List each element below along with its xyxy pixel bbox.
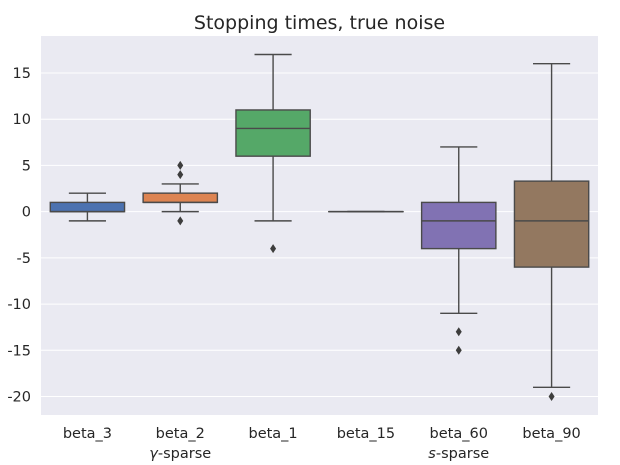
group-label-symbol: s xyxy=(428,446,436,462)
outlier-point xyxy=(455,327,462,337)
group-label: s-sparse xyxy=(428,446,489,462)
x-tick-label-beta_1: beta_1 xyxy=(248,426,297,442)
box-beta_1 xyxy=(235,53,311,254)
boxes xyxy=(49,53,590,402)
y-tick-label: 0 xyxy=(22,205,31,221)
chart-title: Stopping times, true noise xyxy=(194,12,445,34)
y-tick-label: -20 xyxy=(7,390,31,406)
y-tick-label: -10 xyxy=(7,297,31,313)
box-body xyxy=(420,201,497,250)
outlier-point xyxy=(270,244,277,254)
group-label-text: -sparse xyxy=(158,446,211,462)
y-tick-label: 5 xyxy=(22,158,31,174)
outlier-point xyxy=(177,216,184,226)
y-axis-ticks: 15 10 5 0 -5 -10 -15 -20 xyxy=(7,66,31,406)
x-tick-label-beta_2: beta_2 xyxy=(156,426,205,442)
plot-area xyxy=(41,36,598,415)
x-tick-label-beta_60: beta_60 xyxy=(430,426,488,442)
group-labels: γ-sparse s-sparse xyxy=(149,446,489,462)
box-body xyxy=(49,201,126,213)
group-label: γ-sparse xyxy=(149,446,211,462)
y-tick-label: 15 xyxy=(13,66,31,82)
box-beta_3 xyxy=(49,192,126,222)
outlier-point xyxy=(455,345,462,355)
box-body xyxy=(142,192,219,204)
outlier-point xyxy=(548,392,555,402)
box-body xyxy=(513,180,590,268)
x-tick-label-beta_3: beta_3 xyxy=(63,426,112,442)
group-label-text: -sparse xyxy=(436,446,489,462)
x-tick-label-beta_15: beta_15 xyxy=(337,426,395,442)
outlier-point xyxy=(177,160,184,170)
y-tick-label: -5 xyxy=(17,251,31,267)
box-beta_90 xyxy=(513,63,590,402)
y-tick-label: -15 xyxy=(7,343,31,359)
group-label-symbol: γ xyxy=(149,446,159,462)
gridlines xyxy=(41,72,598,398)
box-beta_60 xyxy=(420,146,497,355)
y-tick-label: 10 xyxy=(13,112,31,128)
x-tick-label-beta_90: beta_90 xyxy=(522,426,580,442)
box-body xyxy=(235,109,311,157)
outlier-point xyxy=(177,170,184,180)
box-beta_2 xyxy=(142,160,219,226)
x-axis-ticks: beta_3 beta_2 beta_1 beta_15 beta_60 beta_90 xyxy=(63,426,581,442)
